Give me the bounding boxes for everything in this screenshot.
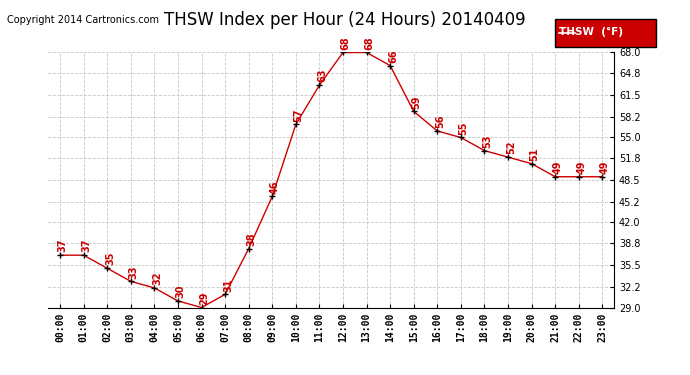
- Text: 35: 35: [105, 252, 115, 266]
- Text: 29: 29: [199, 291, 209, 305]
- Text: Copyright 2014 Cartronics.com: Copyright 2014 Cartronics.com: [7, 15, 159, 25]
- Text: 68: 68: [341, 36, 351, 50]
- Text: 38: 38: [246, 232, 257, 246]
- Text: 52: 52: [506, 141, 516, 154]
- Text: 68: 68: [364, 36, 375, 50]
- Text: 32: 32: [152, 272, 162, 285]
- Text: 59: 59: [411, 95, 422, 109]
- Text: 37: 37: [81, 239, 92, 252]
- Text: 57: 57: [294, 108, 304, 122]
- Text: 51: 51: [529, 147, 540, 161]
- Text: 49: 49: [577, 160, 586, 174]
- Text: THSW Index per Hour (24 Hours) 20140409: THSW Index per Hour (24 Hours) 20140409: [164, 11, 526, 29]
- Text: 63: 63: [317, 69, 327, 82]
- Text: 31: 31: [223, 278, 233, 292]
- Text: 46: 46: [270, 180, 280, 194]
- Text: 49: 49: [553, 160, 563, 174]
- Text: 66: 66: [388, 49, 398, 63]
- Text: 33: 33: [128, 265, 139, 279]
- Text: 37: 37: [58, 239, 68, 252]
- Text: 56: 56: [435, 115, 445, 128]
- Text: 30: 30: [176, 285, 186, 298]
- Text: THSW  (°F): THSW (°F): [559, 27, 623, 37]
- Text: 55: 55: [459, 121, 469, 135]
- Text: 49: 49: [600, 160, 610, 174]
- Text: 53: 53: [482, 134, 492, 148]
